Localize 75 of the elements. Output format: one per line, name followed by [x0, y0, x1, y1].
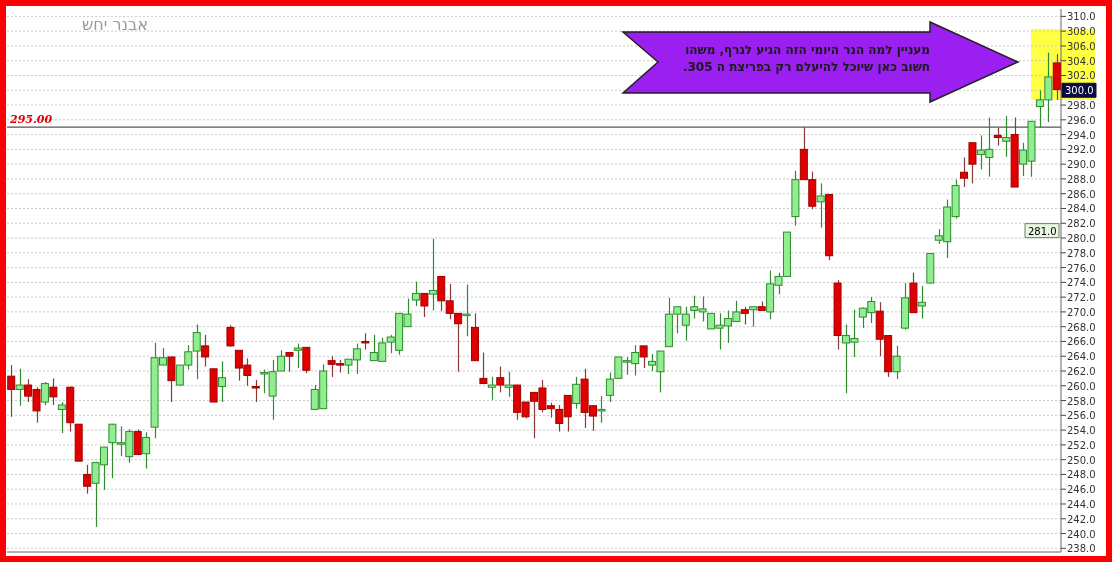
candlestick: [40, 381, 49, 406]
candlestick: [572, 376, 581, 410]
y-tick-label: 296.0: [1067, 114, 1096, 126]
candlestick: [167, 356, 176, 403]
candlestick: [892, 345, 901, 380]
y-tick-label: 266.0: [1067, 336, 1096, 348]
y-tick-label: 284.0: [1067, 203, 1096, 215]
annotation: מעניין למה הנר היומי הזה הגיע לגרף, משהו חשוב כאן שיוכל להיעלם רק בפריצת ה 305.: [681, 42, 930, 76]
candlestick: [49, 377, 58, 406]
candlestick: [960, 156, 969, 188]
y-tick-label: 304.0: [1067, 55, 1096, 67]
y-tick-label: 298.0: [1067, 100, 1096, 112]
candlestick: [411, 281, 420, 307]
candlestick: [83, 464, 92, 495]
y-tick-label: 268.0: [1067, 321, 1096, 333]
y-tick-label: 310.0: [1067, 11, 1096, 23]
candlestick: [487, 376, 496, 401]
candlestick: [285, 351, 294, 373]
y-tick-label: 246.0: [1067, 484, 1096, 496]
candlestick: [15, 368, 24, 407]
y-tick-label: 302.0: [1067, 70, 1096, 82]
y-tick-label: 262.0: [1067, 366, 1096, 377]
y-tick-label: 254.0: [1067, 425, 1096, 437]
y-tick-label: 238.0: [1067, 543, 1096, 555]
y-tick-label: 260.0: [1067, 380, 1096, 392]
candlestick: [201, 334, 210, 368]
candlestick: [251, 379, 260, 403]
candlestick: [428, 238, 437, 312]
candlestick: [816, 182, 825, 229]
y-tick-label: 278.0: [1067, 247, 1096, 259]
candlestick: [504, 371, 513, 398]
y-tick-label: 252.0: [1067, 439, 1096, 451]
candlestick: [302, 346, 311, 374]
y-tick-label: 250.0: [1067, 454, 1096, 466]
y-tick-label: 290.0: [1067, 159, 1096, 171]
candlestick: [462, 283, 471, 337]
y-tick-label: 292.0: [1067, 144, 1096, 156]
candlestick: [917, 285, 926, 320]
candlestick: [968, 142, 977, 184]
y-tick-label: 256.0: [1067, 410, 1096, 422]
candlestick: [749, 306, 758, 328]
y-tick-label: 244.0: [1067, 498, 1096, 510]
ref-line-label: 295.00: [9, 113, 53, 127]
y-tick-label: 240.0: [1067, 528, 1096, 540]
candlestick: [293, 343, 302, 369]
y-tick-label: 272.0: [1067, 292, 1096, 304]
y-tick-label: 264.0: [1067, 351, 1096, 363]
y-tick-label: 288.0: [1067, 173, 1096, 185]
y-tick-label: 270.0: [1067, 306, 1096, 318]
y-tick-label: 276.0: [1067, 262, 1096, 274]
candlestick: [420, 292, 429, 318]
candlestick: [57, 401, 66, 434]
candlestick: [142, 431, 151, 470]
y-tick-label: 308.0: [1067, 26, 1096, 38]
annotation: 281.0: [1028, 225, 1057, 237]
y-tick-label: 306.0: [1067, 40, 1096, 52]
y-tick-label: 286.0: [1067, 188, 1096, 200]
annotation: אבנר יחש: [82, 15, 148, 34]
candlestick: [218, 360, 227, 403]
candlestick: [639, 345, 648, 369]
candlestick: [7, 364, 16, 418]
y-tick-label: 258.0: [1067, 395, 1096, 407]
candlestick: [226, 324, 235, 348]
y-tick-label: 294.0: [1067, 129, 1096, 141]
y-tick-label: 242.0: [1067, 513, 1096, 525]
y-tick-label: 280.0: [1067, 233, 1096, 245]
candlestick: [496, 365, 505, 394]
annotation: 300.0: [1065, 85, 1094, 97]
candlestick: [597, 395, 606, 424]
candlestick: [1002, 115, 1011, 158]
candlestick: [133, 428, 142, 456]
candlestick: [479, 351, 488, 385]
y-tick-label: 248.0: [1067, 469, 1096, 481]
y-tick-label: 282.0: [1067, 218, 1096, 230]
y-tick-label: 274.0: [1067, 277, 1096, 289]
